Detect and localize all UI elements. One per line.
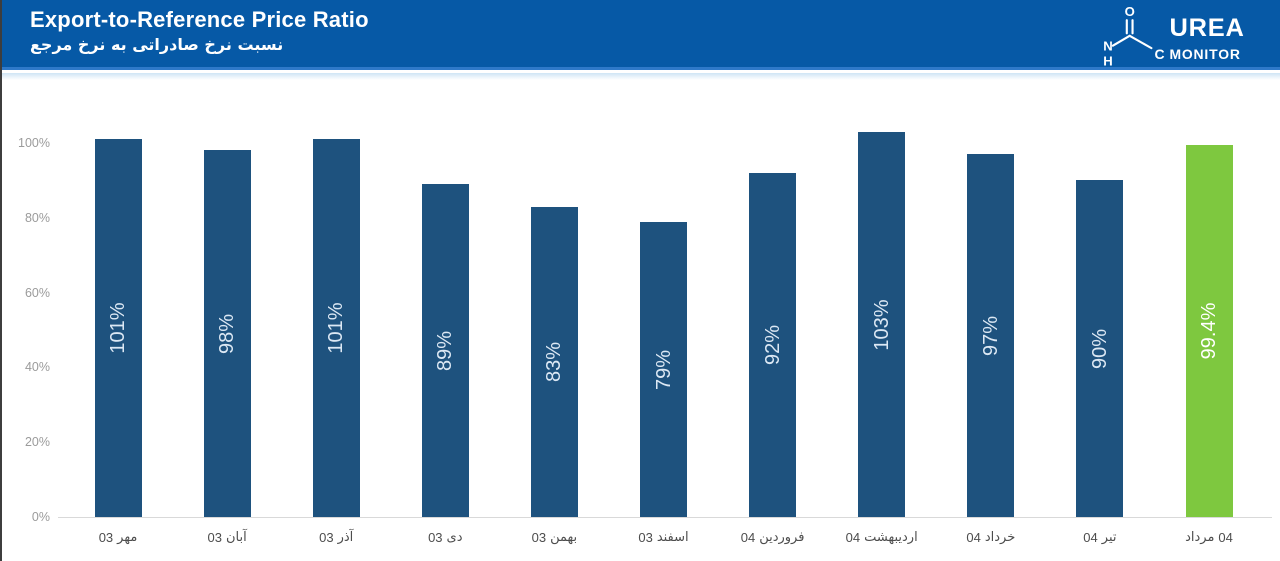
bar [1076, 180, 1124, 517]
atom-n-label: N [1103, 39, 1112, 54]
bar-value-label: 98% [216, 313, 239, 354]
brand-name-secondary: MONITOR [1169, 46, 1240, 62]
x-axis-label: 03 بهمن [531, 529, 578, 545]
y-axis-tick: 80% [24, 210, 50, 225]
bar-value-label: 92% [761, 324, 784, 366]
header-titles: Export-to-Reference Price Ratio نسبت نرخ… [0, 0, 369, 57]
atom-o-label: O [1125, 4, 1135, 19]
bar [967, 154, 1015, 517]
page-title: Export-to-Reference Price Ratio [30, 7, 369, 32]
bar-value-label: 101% [107, 302, 129, 354]
x-axis-label: 04 فروردین [740, 529, 805, 545]
atom-h-label: H [1103, 53, 1112, 67]
y-axis-tick: 40% [24, 360, 50, 375]
bar [1185, 145, 1233, 517]
y-axis-tick: 20% [24, 435, 50, 450]
urea-monitor-logo: O N H C UREA MONITOR [1094, 0, 1280, 67]
bar-value-label: 103% [870, 298, 893, 351]
bar-value-label: 90% [1088, 328, 1111, 369]
brand-name: UREA [1169, 14, 1244, 42]
y-axis-tick: 100% [18, 136, 50, 150]
x-axis-label: 03 مهر [98, 529, 138, 545]
bar [640, 222, 687, 517]
bar-value-label: 89% [434, 330, 457, 371]
bar-value-label: 99.4% [1198, 302, 1220, 360]
y-axis-tick: 60% [24, 285, 50, 300]
x-axis-label: 03 آبان [207, 529, 247, 545]
y-axis-tick: 0% [31, 510, 50, 524]
x-axis-line [58, 517, 1272, 518]
x-axis-label: 04 خرداد [966, 529, 1016, 545]
bar-chart: 100% 80% 60% 40% 20% 0% 101% 03 مهر 98% 03 آبان 101%… [0, 70, 1280, 561]
header: Export-to-Reference Price Ratio نسبت نرخ… [0, 0, 1280, 70]
bar [421, 184, 469, 517]
bar-value-label: 97% [979, 315, 1002, 356]
bar [94, 139, 142, 517]
bar-value-label: 83% [543, 341, 566, 383]
x-axis-label: 03 اسفند [638, 529, 689, 545]
page-subtitle-farsi: نسبت نرخ صادراتی به نرخ مرجع [30, 35, 284, 55]
atom-c-label: C [1155, 46, 1165, 62]
bar-value-label: 101% [325, 302, 348, 354]
x-axis-label: 03 آذر [319, 529, 354, 545]
urea-molecule-icon: O N H C UREA MONITOR [1103, 4, 1244, 67]
bar-value-label: 79% [652, 349, 675, 390]
x-axis-label: 04 تیر [1083, 529, 1117, 545]
header-shadow [0, 73, 1280, 80]
x-axis-label: مرداد 04 [1185, 529, 1233, 545]
bar [858, 132, 906, 517]
bar [749, 173, 797, 517]
bar [312, 139, 360, 517]
x-axis-label: 04 اردیبهشت [845, 529, 918, 545]
window-left-edge [0, 0, 2, 561]
x-axis-label: 03 دی [428, 529, 463, 545]
bar [530, 207, 578, 517]
bar [203, 150, 251, 517]
